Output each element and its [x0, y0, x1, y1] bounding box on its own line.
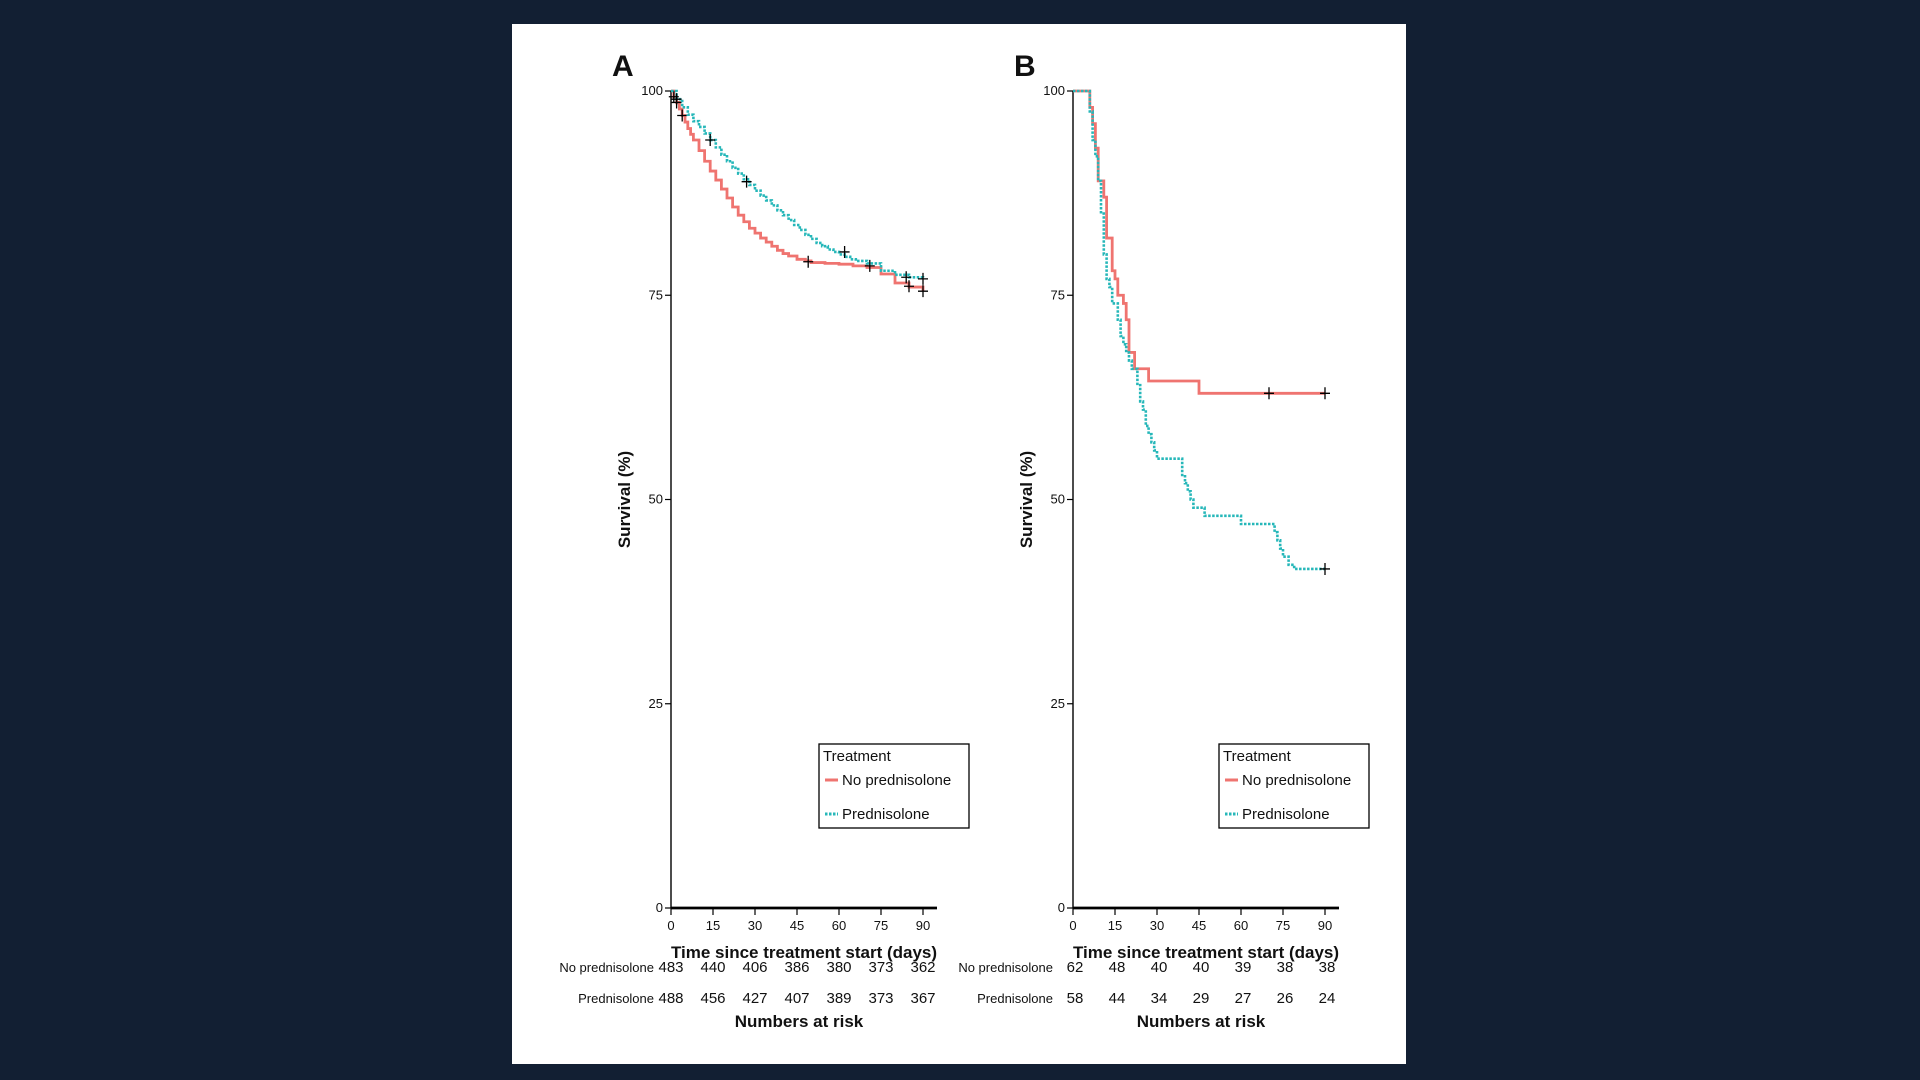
y-tick-label: 0	[1058, 900, 1065, 915]
risk-value: 407	[784, 990, 809, 1007]
risk-value: 380	[826, 959, 851, 976]
y-tick-label: 75	[1051, 287, 1065, 302]
censor-mark	[677, 109, 688, 122]
series-line-prednisolone	[1073, 89, 1325, 571]
y-tick-label: 0	[656, 900, 663, 915]
y-tick-label: 100	[641, 83, 663, 98]
legend-label: No prednisolone	[1242, 772, 1351, 789]
x-tick-label: 0	[667, 918, 674, 933]
y-tick-label: 50	[649, 492, 663, 507]
risk-value: 367	[910, 990, 935, 1007]
legend-label: Prednisolone	[842, 806, 930, 823]
y-tick-label: 50	[1051, 492, 1065, 507]
risk-value: 27	[1235, 990, 1252, 1007]
x-tick-label: 90	[916, 918, 930, 933]
y-tick-label: 75	[649, 287, 663, 302]
legend: Treatment No prednisolone Prednisolone	[1218, 743, 1370, 829]
y-tick-label: 100	[1043, 83, 1065, 98]
legend-label: Prednisolone	[1242, 806, 1330, 823]
x-tick-label: 75	[874, 918, 888, 933]
risk-value: 427	[742, 990, 767, 1007]
censor-mark	[901, 271, 912, 284]
risk-value: 38	[1277, 959, 1294, 976]
censor-mark	[1264, 387, 1274, 400]
censor-mark	[1320, 562, 1330, 575]
risk-row-label: No prednisolone	[958, 960, 1053, 975]
risk-value: 24	[1319, 990, 1336, 1007]
censor-mark	[705, 134, 716, 147]
x-tick-label: 60	[1234, 918, 1248, 933]
risk-value: 406	[742, 959, 767, 976]
legend: Treatment No prednisolone Prednisolone	[818, 743, 970, 829]
x-tick-label: 60	[832, 918, 846, 933]
risk-table-title: Numbers at risk	[1137, 1012, 1266, 1031]
chart-panel-b: B 0 25 50 75 100 0 15 30 45 60 75 90 Survival (%) Time…	[958, 50, 1370, 1031]
x-tick-label: 45	[790, 918, 804, 933]
series-line-prednisolone	[671, 89, 925, 279]
censor-mark	[1320, 387, 1330, 400]
risk-row-label: Prednisolone	[578, 991, 654, 1006]
panel-label: A	[612, 50, 634, 83]
series-line-no-prednisolone	[1073, 89, 1325, 395]
risk-value: 34	[1151, 990, 1168, 1007]
x-axis-title: Time since treatment start (days)	[1073, 943, 1339, 962]
risk-value: 58	[1067, 990, 1084, 1007]
risk-value: 483	[658, 959, 683, 976]
legend-box	[818, 743, 970, 829]
censor-mark	[904, 280, 914, 293]
x-tick-label: 75	[1276, 918, 1290, 933]
risk-value: 373	[868, 959, 893, 976]
risk-value: 40	[1151, 959, 1168, 976]
censor-mark	[918, 285, 928, 298]
risk-value: 29	[1193, 990, 1210, 1007]
x-tick-label: 30	[748, 918, 762, 933]
censor-mark	[671, 93, 682, 106]
legend-title: Treatment	[1223, 748, 1292, 765]
x-tick-label: 15	[1108, 918, 1122, 933]
legend-box	[1218, 743, 1370, 829]
y-tick-label: 25	[1051, 696, 1065, 711]
risk-value: 373	[868, 990, 893, 1007]
risk-table-title: Numbers at risk	[735, 1012, 864, 1031]
risk-value: 39	[1235, 959, 1252, 976]
series-line-no-prednisolone	[671, 89, 925, 292]
figure-panel: A 0 25 50 75 100 0 15 30 45 60 75 90 Survival (%) Time…	[512, 24, 1406, 1064]
censor-mark	[741, 175, 752, 188]
censor-mark	[864, 259, 875, 272]
risk-value: 40	[1193, 959, 1210, 976]
risk-row-label: Prednisolone	[977, 991, 1053, 1006]
risk-value: 62	[1067, 959, 1084, 976]
panel-label: B	[1014, 50, 1036, 83]
risk-value: 456	[700, 990, 725, 1007]
y-axis-title: Survival (%)	[615, 451, 634, 548]
x-tick-label: 30	[1150, 918, 1164, 933]
chart-panel-a: A 0 25 50 75 100 0 15 30 45 60 75 90 Survival (%) Time…	[559, 50, 970, 1031]
x-tick-label: 45	[1192, 918, 1206, 933]
risk-value: 44	[1109, 990, 1126, 1007]
censor-mark	[803, 255, 814, 268]
risk-value: 389	[826, 990, 851, 1007]
risk-value: 48	[1109, 959, 1126, 976]
x-tick-label: 15	[706, 918, 720, 933]
censor-mark	[839, 245, 850, 258]
y-axis-title: Survival (%)	[1017, 451, 1036, 548]
x-axis-title: Time since treatment start (days)	[671, 943, 937, 962]
risk-value: 362	[910, 959, 935, 976]
risk-value: 26	[1277, 990, 1294, 1007]
x-tick-label: 0	[1069, 918, 1076, 933]
risk-value: 38	[1319, 959, 1336, 976]
risk-value: 440	[700, 959, 725, 976]
risk-row-label: No prednisolone	[559, 960, 654, 975]
x-tick-label: 90	[1318, 918, 1332, 933]
risk-value: 386	[784, 959, 809, 976]
legend-label: No prednisolone	[842, 772, 951, 789]
y-tick-label: 25	[649, 696, 663, 711]
legend-title: Treatment	[823, 748, 892, 765]
risk-value: 488	[658, 990, 683, 1007]
censor-mark	[918, 272, 928, 285]
